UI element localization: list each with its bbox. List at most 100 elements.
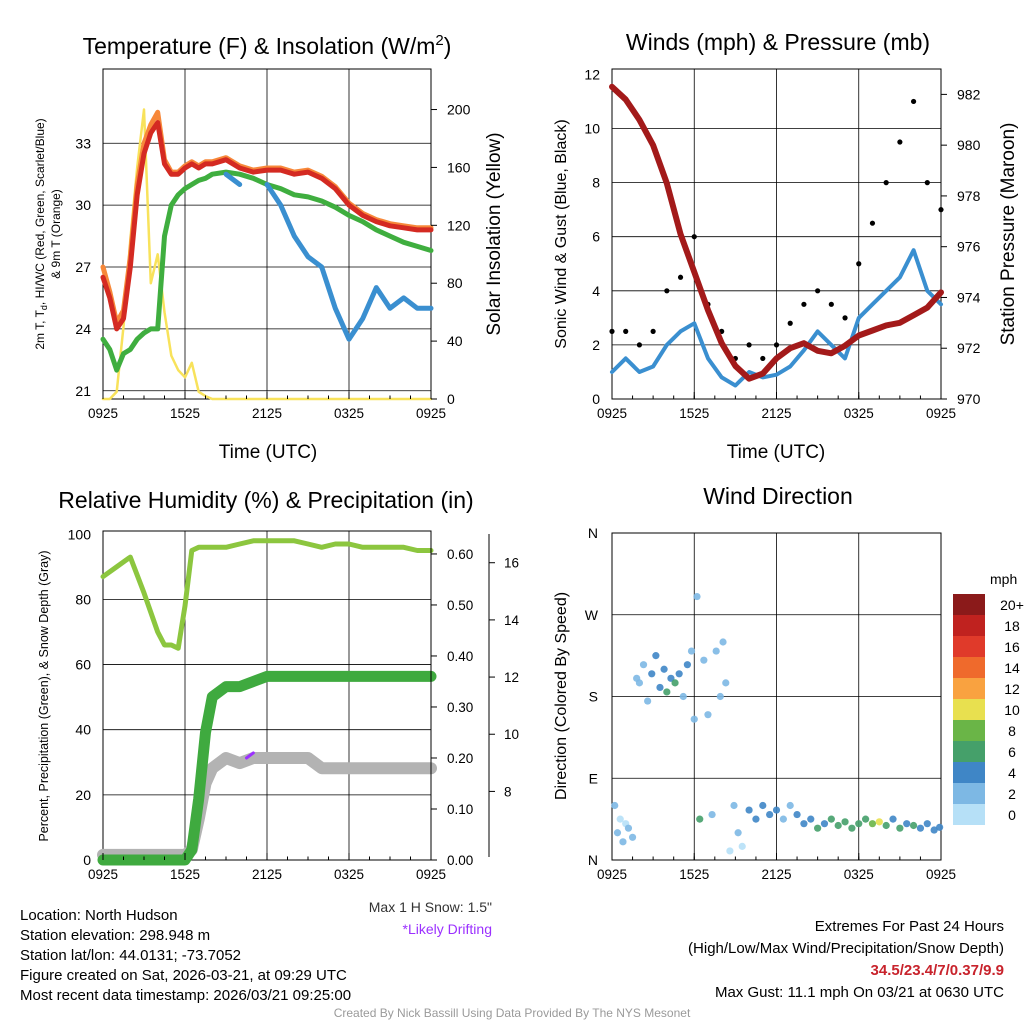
extremes-fields: (High/Low/Max Wind/Precipitation/Snow De… (688, 940, 1004, 957)
gust-point (746, 342, 752, 348)
insolation-ytick-label: 80 (447, 275, 463, 291)
direction-point (687, 647, 696, 655)
direction-point (726, 847, 734, 855)
temp-xtick-label: 1525 (170, 406, 200, 421)
dir-ytick-label: W (585, 607, 599, 623)
precip-ytick-label: 0.10 (447, 802, 473, 817)
gust-point (910, 98, 917, 105)
temperature-title: Temperature (F) & Insolation (W/m2) (83, 32, 452, 59)
series-2m-t (100, 120, 434, 332)
rh-ytick-label: 100 (68, 526, 92, 542)
insolation-ylabel: Solar Insolation (Yellow) (484, 132, 505, 335)
dir-ytick-label: E (589, 770, 598, 786)
direction-point (903, 820, 911, 828)
direction-point (848, 824, 856, 832)
direction-point (704, 711, 712, 719)
legend-label: 8 (1008, 723, 1016, 739)
direction-point (807, 815, 815, 823)
insolation-ytick-label: 200 (447, 102, 471, 118)
gust-point (609, 328, 615, 334)
direction-point (611, 801, 619, 810)
gust-point (773, 342, 780, 348)
direction-point (671, 679, 679, 687)
dir-xtick-label: 0925 (926, 867, 956, 882)
direction-point (700, 656, 708, 664)
direction-point (628, 833, 637, 841)
legend-label: 18 (1004, 618, 1020, 634)
wind-xtick-label: 0325 (844, 406, 874, 421)
latest-timestamp: Most recent data timestamp: 2026/03/21 0… (20, 987, 352, 1004)
direction-point (639, 661, 648, 669)
direction-title: Wind Direction (703, 483, 853, 509)
direction-point (800, 820, 808, 828)
legend-title: mph (990, 571, 1017, 587)
temp-ytick-label: 33 (75, 135, 91, 151)
legend-label: 2 (1008, 786, 1016, 802)
gust-point (664, 288, 670, 294)
wind-ytick-label: 4 (592, 283, 600, 299)
series-solar-insolation (101, 108, 433, 401)
direction-point (652, 652, 660, 660)
temp-xtick-label: 0925 (88, 406, 118, 421)
dir-ytick-label: S (589, 689, 598, 705)
direction-point (909, 821, 918, 830)
drift-note: *Likely Drifting (402, 921, 492, 937)
precip-ytick-label: 0.60 (447, 547, 473, 562)
direction-point (889, 815, 897, 823)
extremes-values: 34.5/23.4/7/0.37/9.9 (870, 962, 1004, 979)
legend-swatch (953, 657, 985, 678)
gust-point (691, 234, 697, 240)
direction-point (820, 820, 829, 828)
figure-created: Figure created on Sat, 2026-03-21, at 09… (20, 967, 347, 984)
direction-point (916, 824, 925, 832)
pressure-ytick-label: 972 (957, 340, 981, 356)
direction-point (616, 815, 624, 823)
rh-ytick-label: 40 (75, 722, 91, 738)
temp-ytick-label: 27 (75, 259, 91, 275)
temp-xtick-label: 0325 (334, 406, 364, 421)
legend-swatch (953, 615, 985, 636)
humidity-axes: 0925 1525 2125 0325 09250204060801000.000.10… (68, 526, 520, 882)
pressure-ylabel: Station Pressure (Maroon) (998, 123, 1019, 346)
legend-label: 10 (1004, 702, 1020, 718)
direction-point (624, 824, 633, 832)
temp-ytick-label: 24 (75, 321, 91, 337)
direction-point (644, 697, 652, 705)
temperature-ylabel-line1: 2m T, Td, HI/WC (Red, Green, Scarlet/Blu… (33, 118, 49, 349)
series-sonic-wind (610, 248, 943, 388)
insolation-ytick-label: 120 (447, 217, 471, 233)
direction-point (882, 821, 890, 830)
direction-point (855, 820, 863, 828)
snow-ytick-label: 12 (504, 670, 519, 685)
gust-point (801, 301, 807, 307)
direction-point (635, 679, 644, 687)
wind-ytick-label: 8 (592, 175, 600, 191)
direction-point (683, 661, 691, 669)
precip-ytick-label: 0.50 (447, 598, 473, 613)
max-gust: Max Gust: 11.1 mph On 03/21 at 0630 UTC (714, 984, 1004, 1001)
gust-point (897, 139, 903, 145)
wind-ytick-label: 2 (592, 337, 600, 353)
temperature-axes: 0925 1525 2125 0325 0925 21 24 27 30 33 0 40 80 120 16… (75, 102, 470, 421)
station-info: Location: North Hudson Station elevation… (20, 906, 351, 1006)
station-location: Location: North Hudson (20, 907, 178, 924)
direction-ylabel: Direction (Colored By Speed) (553, 592, 570, 800)
series-wind-chill (223, 171, 434, 342)
direction-point (779, 815, 787, 823)
legend-swatch (953, 762, 985, 783)
direction-point (930, 826, 938, 834)
pressure-ytick-label: 982 (957, 86, 981, 102)
dir-xtick-label: 0925 (597, 867, 627, 882)
temp-ytick-label: 30 (75, 197, 91, 213)
temp-xtick-label: 0925 (416, 406, 446, 421)
max-snow-text: Max 1 H Snow: 1.5" (368, 899, 492, 915)
snow-ytick-label: 8 (504, 784, 512, 799)
insolation-ytick-label: 40 (447, 333, 463, 349)
direction-point (619, 838, 627, 846)
wind-ytick-label: 6 (592, 229, 600, 245)
gust-point (815, 288, 821, 294)
snow-ytick-label: 16 (504, 556, 519, 571)
legend-label: 14 (1004, 660, 1020, 676)
legend-label: 20+ (1000, 597, 1024, 613)
